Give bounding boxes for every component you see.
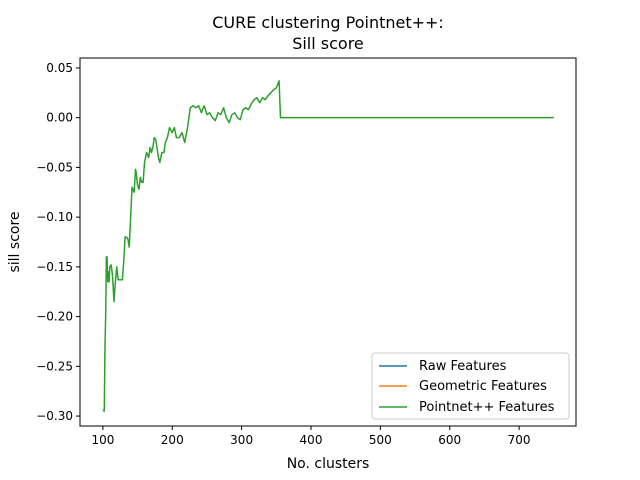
series-line-pointnet-features [102,80,554,412]
chart-title-line2: Sill score [292,34,364,53]
x-tick-label: 300 [230,433,253,447]
legend-label-pointnet-features: Pointnet++ Features [419,400,555,415]
x-axis-ticks: 100 200 300 400 500 600 700 [91,426,531,447]
plot-area [102,80,554,412]
x-axis-label: No. clusters [287,456,370,472]
y-axis-label: sill score [7,211,23,272]
y-tick-label: 0.05 [46,61,73,75]
chart-title-line1: CURE clustering Pointnet++: [212,13,444,32]
x-tick-label: 100 [91,433,114,447]
legend: Raw Features Geometric Features Pointnet… [371,352,570,420]
x-tick-label: 700 [508,433,531,447]
y-tick-label: 0.00 [46,111,73,125]
y-axis-ticks: 0.05 0.00 −0.05 −0.10 −0.15 −0.20 −0.25 −0.30 [36,61,80,423]
y-tick-label: −0.20 [36,310,73,324]
y-tick-label: −0.15 [36,260,73,274]
x-tick-label: 400 [300,433,323,447]
x-tick-label: 200 [161,433,184,447]
legend-box [371,352,570,420]
y-tick-label: −0.05 [36,160,73,174]
y-tick-label: −0.30 [36,409,73,423]
y-tick-label: −0.10 [36,210,73,224]
legend-label-raw-features: Raw Features [419,359,507,374]
axes-frame [79,57,577,427]
x-tick-label: 600 [438,433,461,447]
x-tick-label: 500 [369,433,392,447]
legend-label-geometric-features: Geometric Features [419,379,547,394]
y-tick-label: −0.25 [36,359,73,373]
